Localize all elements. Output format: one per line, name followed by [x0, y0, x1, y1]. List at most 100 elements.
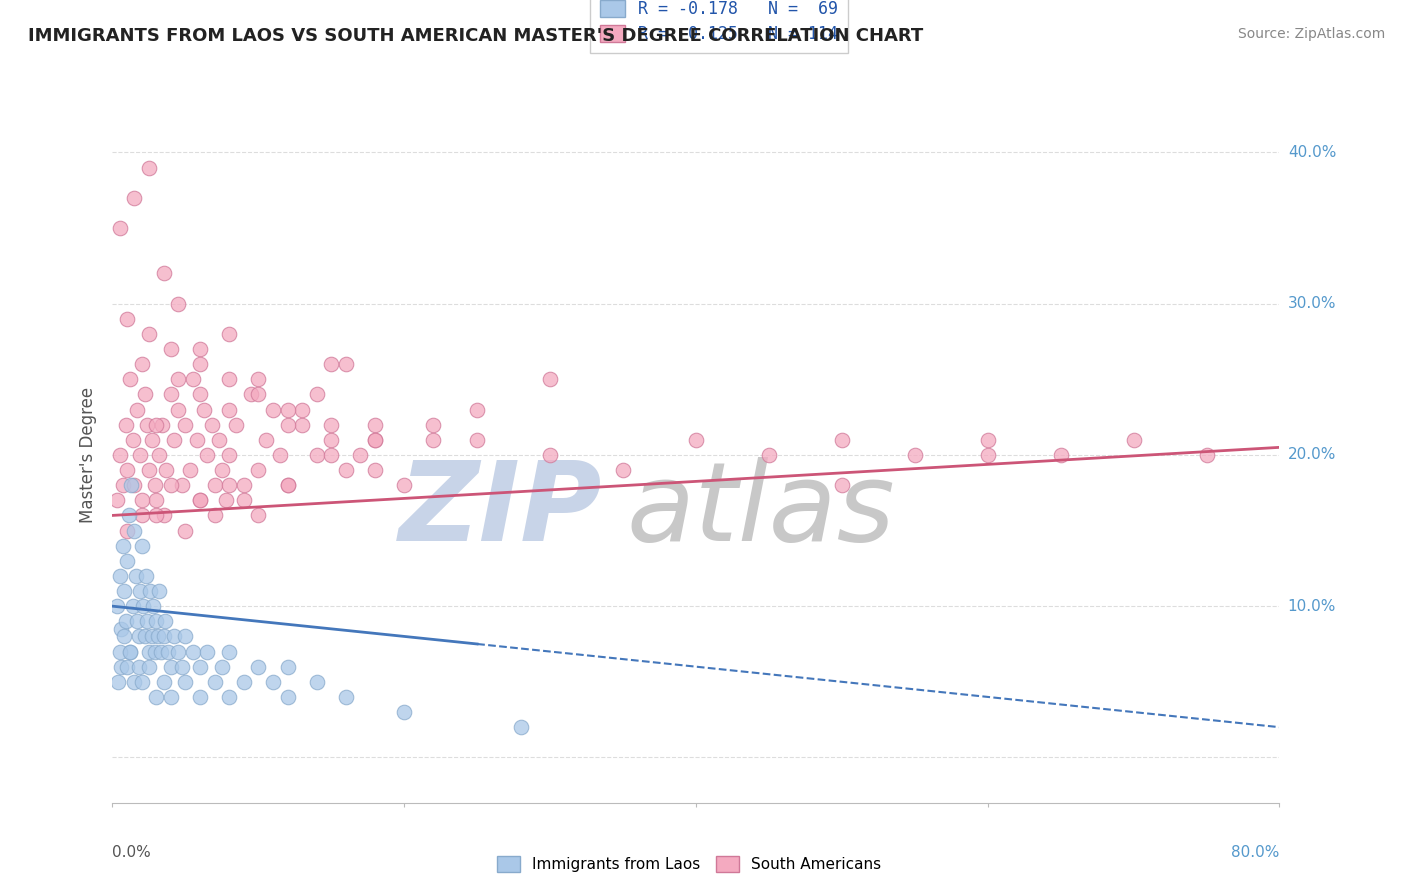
Point	[262, 402, 284, 417]
Point	[112, 584, 135, 599]
Point	[111, 478, 134, 492]
Point	[247, 387, 270, 401]
Point	[160, 690, 183, 704]
Point	[138, 659, 160, 673]
Point	[247, 508, 270, 523]
Point	[131, 539, 153, 553]
Point	[509, 720, 531, 734]
Point	[172, 478, 194, 492]
Point	[141, 629, 163, 643]
Point	[118, 644, 141, 658]
Point	[321, 357, 343, 371]
Point	[335, 463, 357, 477]
Point	[131, 508, 153, 523]
Text: 0.0%: 0.0%	[112, 845, 152, 860]
Point	[156, 644, 179, 658]
Point	[127, 402, 149, 417]
Point	[422, 433, 444, 447]
Point	[134, 629, 156, 643]
Point	[124, 478, 146, 492]
Point	[145, 508, 167, 523]
Point	[124, 524, 146, 538]
Point	[125, 569, 148, 583]
Point	[174, 524, 197, 538]
Point	[120, 478, 142, 492]
Point	[218, 372, 240, 386]
Text: Source: ZipAtlas.com: Source: ZipAtlas.com	[1237, 27, 1385, 41]
Point	[128, 629, 150, 643]
Point	[174, 674, 197, 689]
Point	[115, 659, 138, 673]
Point	[129, 584, 152, 599]
Text: IMMIGRANTS FROM LAOS VS SOUTH AMERICAN MASTER'S DEGREE CORRELATION CHART: IMMIGRANTS FROM LAOS VS SOUTH AMERICAN M…	[28, 27, 924, 45]
Point	[364, 433, 387, 447]
Point	[181, 372, 204, 386]
Point	[232, 478, 254, 492]
Point	[145, 493, 167, 508]
Point	[160, 387, 183, 401]
Point	[131, 674, 153, 689]
Point	[118, 644, 141, 658]
Point	[277, 478, 299, 492]
Point	[976, 448, 998, 462]
Point	[188, 387, 211, 401]
Point	[153, 615, 176, 629]
Point	[538, 372, 561, 386]
Point	[277, 417, 299, 432]
Point	[135, 569, 157, 583]
Point	[132, 599, 155, 614]
Point	[225, 417, 247, 432]
Point	[124, 674, 146, 689]
Point	[364, 463, 387, 477]
Point	[232, 674, 254, 689]
Point	[136, 615, 159, 629]
Point	[612, 463, 634, 477]
Point	[108, 221, 131, 235]
Point	[127, 615, 149, 629]
Point	[1122, 433, 1144, 447]
Point	[277, 690, 299, 704]
Point	[394, 705, 416, 719]
Point	[335, 357, 357, 371]
Point	[188, 690, 211, 704]
Point	[188, 342, 211, 356]
Point	[155, 463, 177, 477]
Point	[204, 478, 226, 492]
Point	[160, 342, 183, 356]
Point	[122, 433, 145, 447]
Point	[758, 448, 780, 462]
Point	[108, 644, 131, 658]
Point	[240, 387, 263, 401]
Point	[148, 448, 170, 462]
Point	[138, 161, 160, 175]
Point	[167, 644, 190, 658]
Point	[247, 463, 270, 477]
Point	[247, 372, 270, 386]
Point	[321, 417, 343, 432]
Point	[305, 387, 328, 401]
Point	[142, 599, 165, 614]
Point	[321, 448, 343, 462]
Point	[118, 372, 141, 386]
Point	[138, 326, 160, 341]
Text: ZIP: ZIP	[399, 457, 603, 564]
Point	[117, 508, 139, 523]
Point	[167, 296, 190, 310]
Point	[976, 433, 998, 447]
Point	[201, 417, 224, 432]
Point	[188, 493, 211, 508]
Point	[131, 357, 153, 371]
Point	[465, 402, 488, 417]
Point	[904, 448, 927, 462]
Point	[110, 622, 132, 636]
Point	[277, 402, 299, 417]
Point	[1195, 448, 1218, 462]
Y-axis label: Master's Degree: Master's Degree	[79, 387, 97, 523]
Point	[305, 448, 328, 462]
Point	[305, 674, 328, 689]
Point	[291, 417, 314, 432]
Point	[186, 433, 208, 447]
Point	[321, 433, 343, 447]
Point	[143, 478, 166, 492]
Point	[188, 493, 211, 508]
